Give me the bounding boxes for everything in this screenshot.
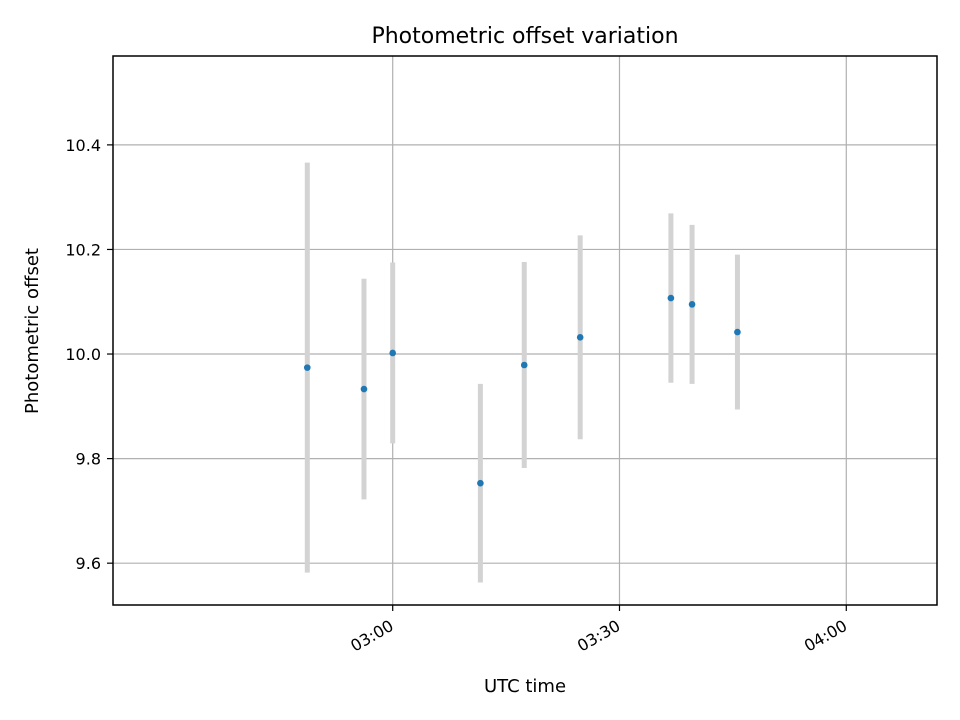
y-tick-label: 10.4 <box>65 136 101 155</box>
data-point-3 <box>477 479 484 487</box>
plot-frame <box>112 55 938 606</box>
y-tick-label: 9.6 <box>76 554 101 573</box>
data-point-8 <box>734 328 741 336</box>
y-tick-label: 9.8 <box>76 450 101 469</box>
y-tick-label: 10.2 <box>65 240 101 259</box>
data-point-4 <box>520 361 528 369</box>
y-axis-label: Photometric offset <box>22 248 43 414</box>
data-point-6 <box>667 294 675 302</box>
data-point-2 <box>389 349 397 357</box>
data-points <box>303 294 741 487</box>
y-tick-label: 10.0 <box>65 345 101 364</box>
data-point-5 <box>576 333 584 341</box>
chart-title: Photometric offset variation <box>371 24 678 49</box>
data-point-0 <box>303 364 311 371</box>
data-point-1 <box>360 385 368 393</box>
data-point-7 <box>688 301 696 308</box>
x-axis-label: UTC time <box>484 676 566 697</box>
